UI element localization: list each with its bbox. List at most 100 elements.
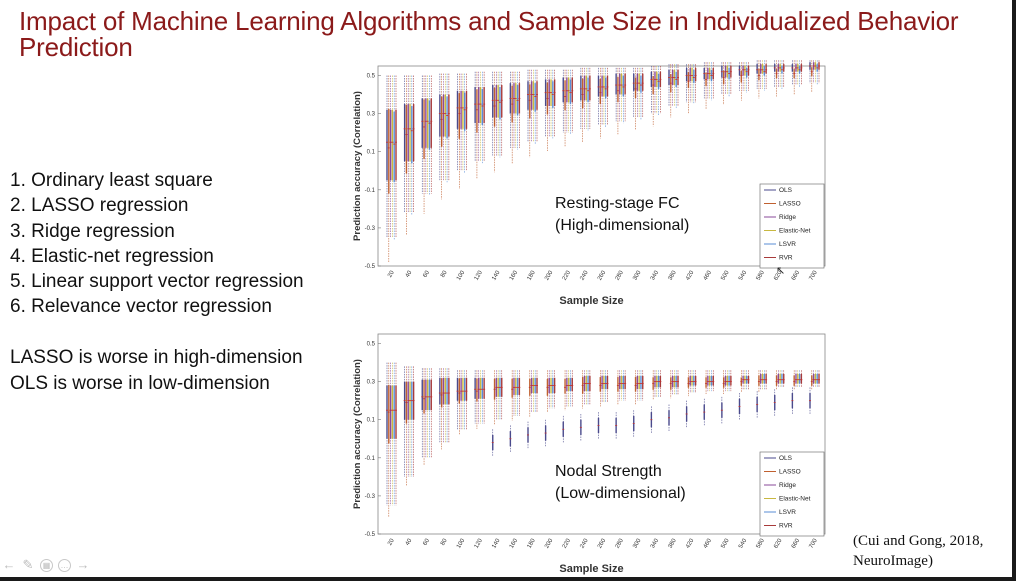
box [599,78,601,105]
box [691,67,693,82]
x-tick-label: 60 [422,537,431,546]
arrow-left-icon[interactable]: ← [2,557,16,572]
x-tick-label: 380 [668,537,679,549]
legend-label: OLS [779,455,793,462]
box [534,83,536,112]
x-tick-label: 120 [474,269,485,281]
box [412,104,415,162]
note-ols: OLS is worse in low-dimension [10,372,270,394]
box [601,75,603,97]
arrow-right-icon[interactable]: → [76,557,90,572]
slide-nav: ← ✎ ▦ … → [2,558,90,572]
box [439,377,441,405]
box [511,378,513,398]
box [728,375,730,386]
box [798,374,801,384]
x-tick-label: 420 [685,269,696,281]
x-tick-label: 200 [544,269,555,281]
box [569,79,572,105]
box-group-120 [474,71,486,179]
box [694,375,697,386]
y-axis-label: Prediction accuracy (Correlation) [352,91,363,241]
x-tick-label: 460 [703,537,714,549]
box [515,377,517,395]
box [642,375,644,390]
box-group-280 [615,370,627,439]
box [640,375,642,390]
x-tick-label: 140 [491,537,502,549]
plot-frame [377,333,826,535]
box-group-140 [491,71,503,173]
box [479,377,482,399]
box [638,375,640,390]
box [620,73,623,95]
slides-grid-icon[interactable]: ▦ [40,558,53,572]
box [765,64,767,74]
box-group-300 [632,370,644,437]
box-group-80 [438,73,450,200]
box [763,66,766,76]
box-group-220 [562,370,574,443]
y-tick-label: -0.5 [365,532,376,538]
box [775,375,778,386]
x-tick-label: 660 [791,269,802,281]
box [624,375,626,390]
box [458,378,460,404]
box-group-620 [773,60,785,97]
box [442,94,445,137]
box [421,98,423,148]
chart-annotation: (High-dimensional) [555,217,689,234]
box-group-340 [650,370,662,434]
y-tick-label: 0.1 [367,150,376,156]
box [746,67,748,78]
box [462,90,464,129]
x-tick-label: 140 [491,269,502,281]
x-tick-label: 160 [509,537,520,549]
box [599,377,601,392]
box [479,86,482,124]
method-item: 1. Ordinary least square [10,170,213,191]
box [581,78,584,109]
box-group-380 [668,64,679,118]
box [483,377,485,399]
legend-box [759,183,825,269]
box [430,379,432,411]
chart-annotation: (Low-dimensional) [555,485,686,502]
box-group-580 [756,370,768,418]
box [622,375,625,390]
method-item: 2. LASSO regression [10,195,189,217]
box [617,77,619,103]
box [761,374,764,384]
box [636,73,639,91]
box [562,77,564,103]
legend-label: LASSO [779,201,801,208]
box [481,88,484,126]
box-group-460 [703,370,715,426]
box [760,64,762,74]
box [617,377,619,392]
x-tick-label: 540 [738,537,749,549]
x-axis-label: Sample Size [559,295,623,307]
pen-icon[interactable]: ✎ [22,557,34,572]
x-tick-label: 340 [650,269,661,281]
box [405,104,408,174]
box-group-240 [579,370,591,441]
box-group-200 [544,370,556,447]
box [814,374,817,384]
x-tick-label: 280 [615,269,626,281]
more-icon[interactable]: … [58,558,71,572]
box [566,77,568,103]
box [497,85,499,118]
box [425,379,427,411]
box [440,378,443,408]
box [439,94,441,137]
box-group-500 [720,62,732,105]
box [567,77,570,103]
box-group-340 [650,66,662,127]
x-tick-label: 60 [422,269,431,278]
box [603,375,605,390]
legend-label: RVR [779,523,793,530]
box [440,96,443,147]
box [407,104,409,162]
